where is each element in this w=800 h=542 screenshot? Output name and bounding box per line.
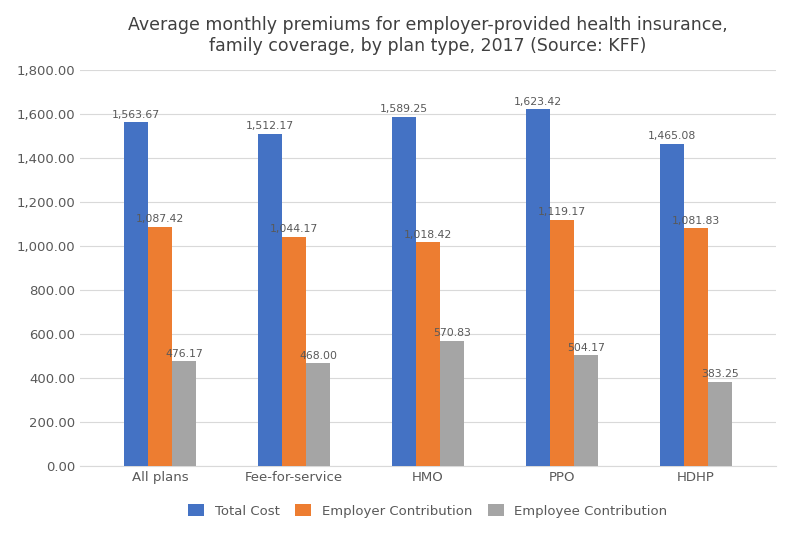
Bar: [708, 382, 732, 466]
Text: 1,563.67: 1,563.67: [112, 110, 160, 120]
Text: 383.25: 383.25: [701, 369, 738, 379]
Bar: [550, 220, 574, 466]
Bar: [124, 122, 148, 466]
Bar: [440, 340, 464, 466]
Bar: [392, 117, 416, 466]
Text: 1,589.25: 1,589.25: [380, 104, 428, 114]
Text: 1,465.08: 1,465.08: [647, 132, 696, 141]
Text: 1,512.17: 1,512.17: [246, 121, 294, 131]
Bar: [526, 109, 550, 466]
Text: 1,018.42: 1,018.42: [404, 230, 452, 240]
Text: 1,623.42: 1,623.42: [514, 96, 562, 107]
Text: 570.83: 570.83: [433, 328, 471, 338]
Text: 1,087.42: 1,087.42: [136, 215, 185, 224]
Bar: [574, 356, 598, 466]
Bar: [148, 227, 172, 466]
Bar: [306, 363, 330, 466]
Legend: Total Cost, Employer Contribution, Employee Contribution: Total Cost, Employer Contribution, Emplo…: [183, 499, 673, 523]
Bar: [282, 237, 306, 466]
Bar: [258, 134, 282, 466]
Text: 468.00: 468.00: [299, 351, 338, 360]
Text: 1,044.17: 1,044.17: [270, 224, 318, 234]
Title: Average monthly premiums for employer-provided health insurance,
family coverage: Average monthly premiums for employer-pr…: [128, 16, 728, 55]
Text: 1,081.83: 1,081.83: [671, 216, 720, 225]
Bar: [684, 228, 708, 466]
Bar: [172, 362, 197, 466]
Text: 504.17: 504.17: [567, 343, 605, 353]
Text: 1,119.17: 1,119.17: [538, 208, 586, 217]
Text: 476.17: 476.17: [166, 349, 203, 359]
Bar: [416, 242, 440, 466]
Bar: [659, 144, 684, 466]
